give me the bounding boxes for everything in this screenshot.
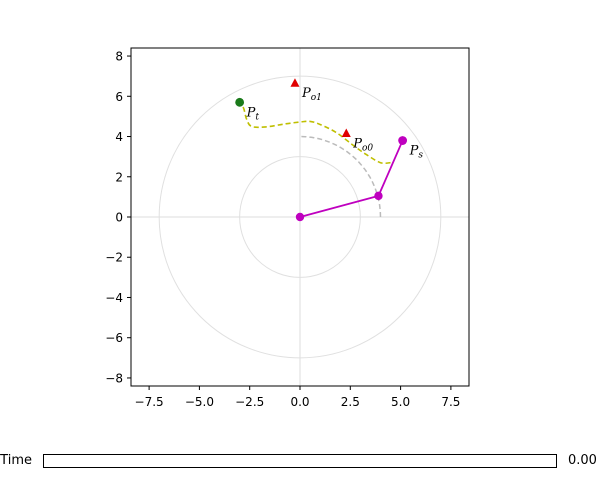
- workspace-arc: [299, 135, 382, 218]
- x-tick-label: −7.5: [135, 395, 164, 409]
- x-tick-label: −5.0: [185, 395, 214, 409]
- planned-trajectory: [238, 101, 391, 165]
- point-p-o0-marker: [341, 128, 351, 138]
- time-slider-value: 0.00: [568, 453, 597, 468]
- y-tick-label: −6: [105, 331, 123, 345]
- point-p-t-marker: [235, 97, 245, 107]
- x-tick-label: −2.5: [235, 395, 264, 409]
- y-tick-label: 6: [115, 90, 123, 104]
- point-p-s-label: Ps: [409, 144, 424, 161]
- point-p-s-marker: [398, 136, 408, 145]
- y-tick-label: 0: [115, 211, 123, 225]
- reference-circle-0: [239, 156, 361, 278]
- arm-joint-1: [374, 191, 383, 201]
- time-slider[interactable]: [43, 454, 557, 468]
- time-slider-row: Time 0.00: [0, 452, 600, 472]
- arm-link-0: [299, 195, 379, 218]
- x-tick-label: 0.0: [290, 395, 309, 409]
- y-tick-label: 4: [115, 130, 123, 144]
- point-p-o1-label: Po1: [301, 86, 322, 103]
- time-slider-label: Time: [0, 453, 32, 468]
- y-tick-label: 8: [115, 50, 123, 64]
- point-p-o1-marker: [290, 78, 300, 87]
- y-tick-label: −2: [105, 251, 123, 265]
- x-tick-label: 5.0: [391, 395, 410, 409]
- trajectory-plot: Pt Ps Po0 Po1 −7.5 −5.0 −2.5 0.0 2.5 5.0 7.5 −8 −6 −4…: [105, 47, 470, 409]
- point-p-t-label: Pt: [246, 105, 260, 122]
- arm-link-1: [377, 140, 404, 197]
- reference-circle-1: [158, 75, 442, 359]
- x-tick-label: 2.5: [341, 395, 360, 409]
- y-tick-label: 2: [115, 170, 123, 184]
- arm-joint-0: [295, 212, 305, 222]
- x-tick-label: 7.5: [441, 395, 460, 409]
- point-p-o0-label: Po0: [352, 137, 373, 154]
- y-tick-label: −8: [105, 371, 123, 385]
- y-tick-label: −4: [105, 291, 123, 305]
